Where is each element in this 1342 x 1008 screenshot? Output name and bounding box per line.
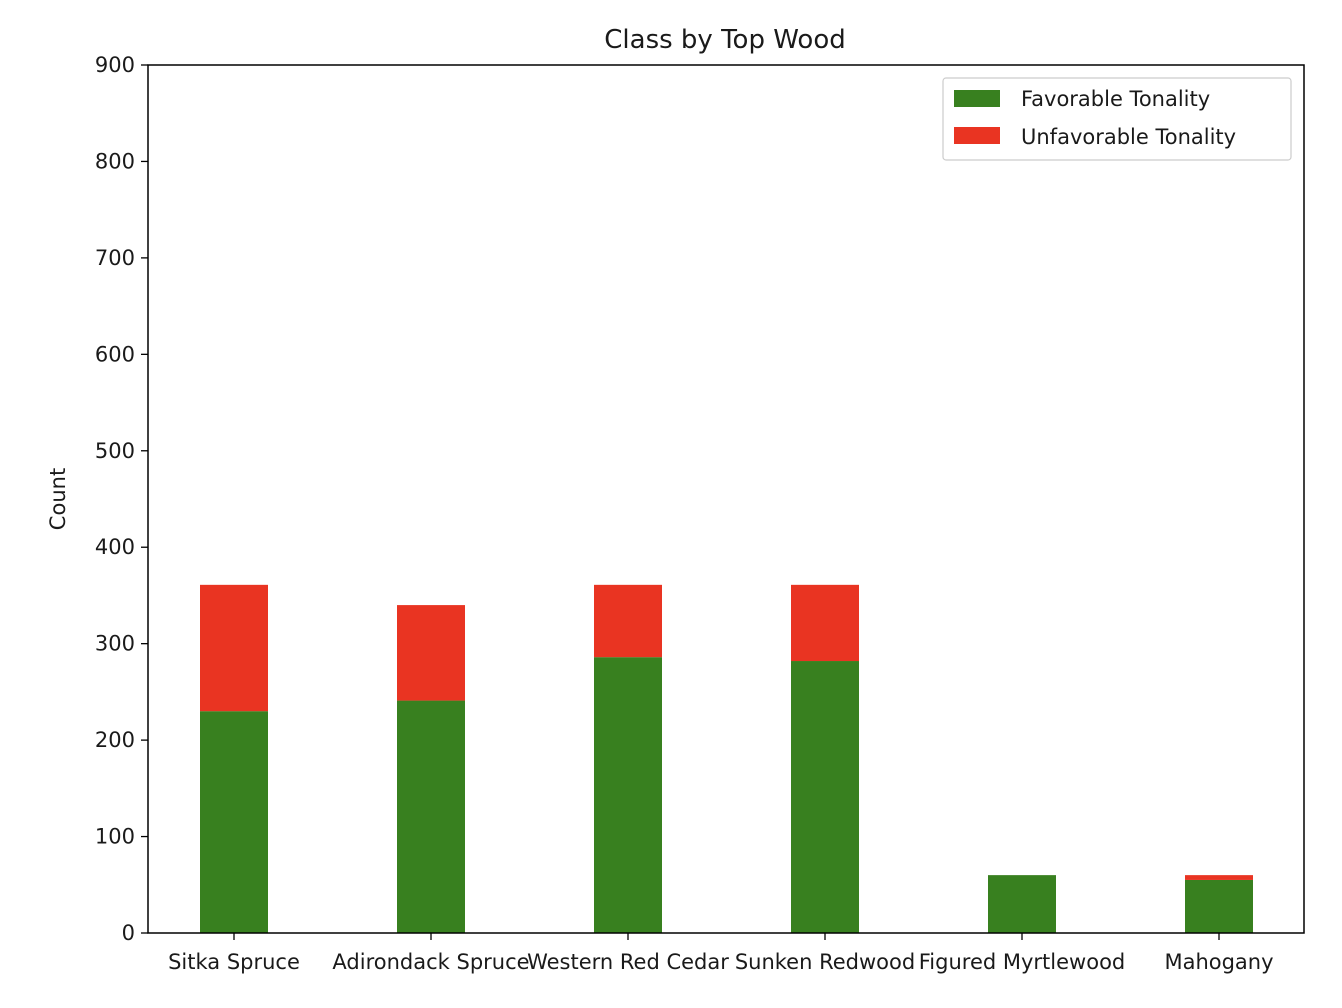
x-tick-label: Mahogany — [1164, 950, 1273, 974]
bar-unfavorable-3 — [791, 584, 859, 662]
bar-favorable-2 — [594, 657, 662, 933]
x-tick-label: Western Red Cedar — [527, 950, 729, 974]
legend-box — [942, 77, 1292, 161]
bar-favorable-4 — [988, 875, 1056, 933]
legend-swatch-favorable — [954, 90, 1000, 107]
bar-unfavorable-5 — [1185, 875, 1253, 880]
y-tick-label: 0 — [122, 921, 135, 945]
x-tick-label: Sitka Spruce — [168, 950, 300, 974]
y-axis-title: Count — [46, 468, 70, 530]
x-tick-label: Adirondack Spruce — [332, 950, 529, 974]
legend: Favorable Tonality Unfavorable Tonality — [942, 77, 1292, 161]
bar-unfavorable-2 — [594, 584, 662, 658]
legend-label-unfavorable: Unfavorable Tonality — [1021, 125, 1236, 149]
bar-unfavorable-0 — [200, 584, 268, 712]
y-axis-ticks: 0 100 200 300 400 500 600 700 800 900 — [95, 53, 148, 945]
y-tick-label: 600 — [95, 342, 135, 366]
y-tick-label: 300 — [95, 632, 135, 656]
y-tick-label: 200 — [95, 728, 135, 752]
bar-favorable-0 — [200, 711, 268, 933]
legend-swatch-unfavorable — [954, 127, 1000, 144]
y-tick-label: 700 — [95, 246, 135, 270]
bars-layer — [200, 584, 1253, 933]
bar-favorable-3 — [791, 661, 859, 933]
bar-favorable-5 — [1185, 879, 1253, 933]
legend-label-favorable: Favorable Tonality — [1021, 87, 1210, 111]
y-tick-label: 500 — [95, 439, 135, 463]
y-tick-label: 100 — [95, 825, 135, 849]
y-tick-label: 800 — [95, 149, 135, 173]
y-tick-label: 900 — [95, 53, 135, 77]
bar-unfavorable-1 — [397, 605, 465, 701]
x-tick-label: Figured Myrtlewood — [919, 950, 1126, 974]
chart-title: Class by Top Wood — [604, 25, 845, 55]
plot-frame — [147, 64, 1305, 934]
bar-favorable-1 — [397, 700, 465, 933]
x-tick-label: Sunken Redwood — [735, 950, 915, 974]
y-tick-label: 400 — [95, 535, 135, 559]
